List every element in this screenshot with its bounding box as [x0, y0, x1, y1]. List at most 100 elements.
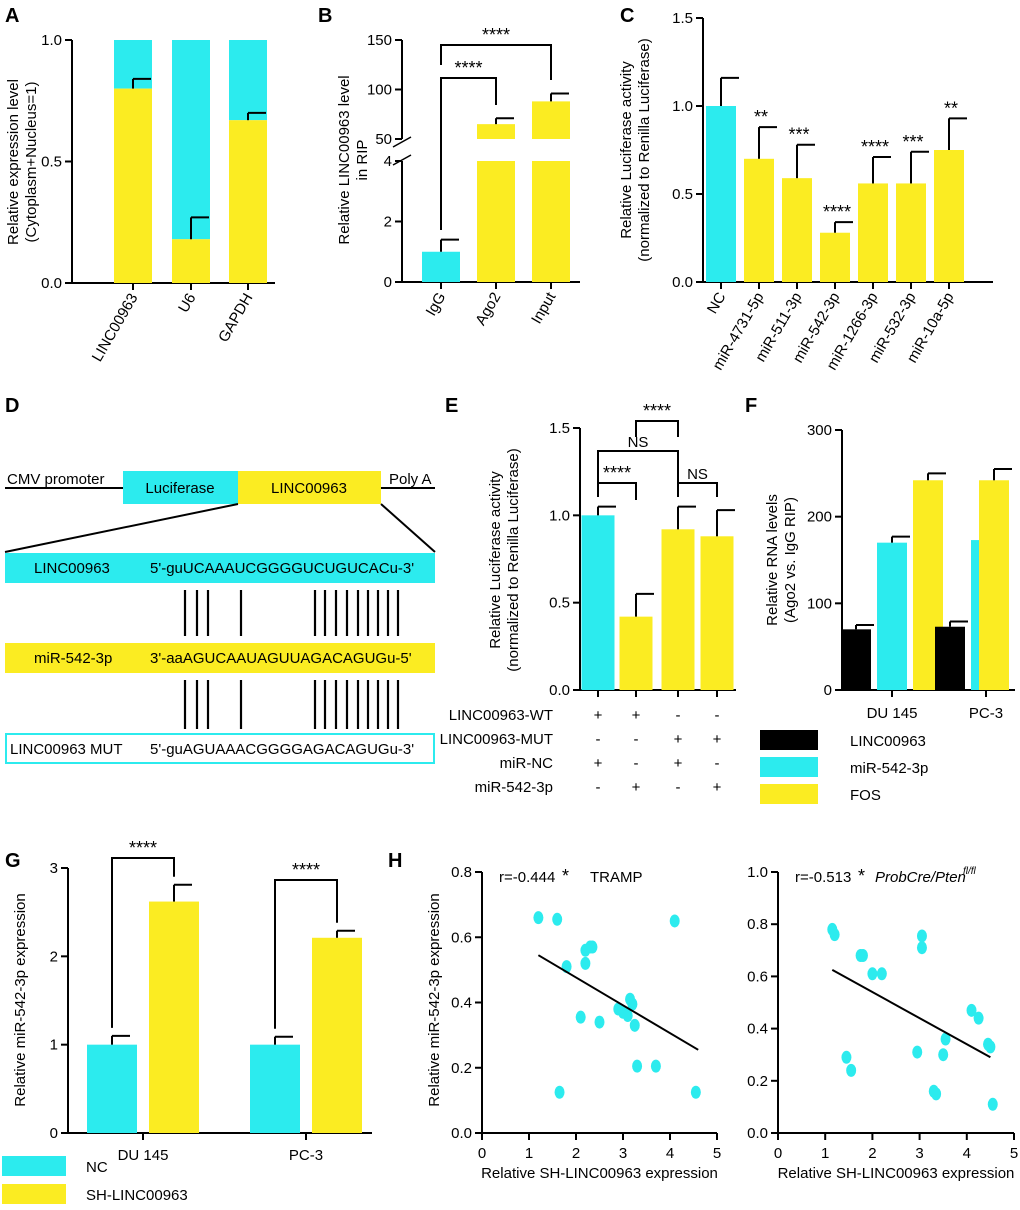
a-bar-cytoplasm-1: [172, 239, 210, 283]
f-legend-label-0: LINC00963: [850, 733, 926, 750]
h-right-title-sup: fl/fl: [963, 866, 977, 877]
h-right-xtick-label-3: 3: [915, 1145, 923, 1162]
h-right-ytick-label-1: 0.2: [747, 1073, 768, 1090]
e-design-sign-3-2: -: [676, 779, 681, 796]
h-left-ytick-label-2: 0.4: [451, 995, 472, 1012]
wt-sequence: 5'-guUCAAAUCGGGGUCUGUCACu-3': [150, 560, 414, 577]
h-left-fit-line: [537, 954, 699, 1051]
h-right-fit-line: [831, 968, 991, 1059]
mut-sequence-box: [5, 733, 435, 764]
b-ylabel-1: in RIP: [354, 140, 371, 181]
h-left-xtick-label-2: 2: [572, 1145, 580, 1162]
c-star-3: ****: [823, 202, 851, 222]
e-design-sign-2-2: +: [674, 755, 683, 772]
e-ytick-label-0: 0.0: [549, 682, 570, 699]
h-left-ytick-label-0: 0.0: [451, 1125, 472, 1142]
b-ytick-up-label-2: 150: [367, 32, 392, 49]
e-bar-1: [619, 616, 653, 690]
h-left-xlabel: Relative SH-LINC00963 expression: [481, 1165, 718, 1182]
e-design-label-2: miR-NC: [500, 755, 553, 772]
f-legend-label-1: miR-542-3p: [850, 760, 928, 777]
h-left-xtick-label-1: 1: [525, 1145, 533, 1162]
c-star-6: **: [944, 98, 958, 118]
e-sig-1-label: NS: [628, 434, 649, 451]
h-left-point-14: [629, 1018, 640, 1032]
h-left-point-19: [554, 1085, 565, 1099]
h-left-xtick-label-3: 3: [619, 1145, 627, 1162]
h-left-point-7: [587, 940, 598, 954]
h-left-point-17: [669, 914, 680, 928]
a-ytick-label-2: 1.0: [41, 32, 62, 49]
e-design-sign-0-0: +: [594, 707, 603, 724]
h-right-xtick-label-2: 2: [868, 1145, 876, 1162]
g-legend-swatch-1: [2, 1184, 66, 1204]
b-ytick-low-label-1: 2: [384, 214, 392, 231]
e-design-sign-2-1: -: [634, 755, 639, 772]
b-ytick-low-label-2: 4: [384, 153, 392, 170]
g-bar-0-1: [149, 901, 199, 1133]
g-legend-label-0: NC: [86, 1159, 108, 1176]
b-ytick-up-label-0: 50: [375, 131, 392, 148]
f-legend-label-2: FOS: [850, 787, 881, 804]
e-sig-3-bracket: [677, 482, 718, 497]
c-bar-0: [706, 106, 736, 282]
e-bar-3: [700, 536, 734, 690]
h-left-point-13: [627, 997, 638, 1011]
h-right-point-1: [829, 928, 840, 942]
h-left-xtick-label-4: 4: [666, 1145, 674, 1162]
h-left-title: TRAMP: [590, 869, 643, 886]
b-xtick-label-0: IgG: [423, 290, 450, 319]
e-design-sign-1-2: +: [674, 731, 683, 748]
a-bar-cytoplasm-0: [114, 88, 152, 283]
pairing-lines-upper: [183, 590, 400, 636]
panel-letter-f: F: [745, 395, 757, 417]
f-bar-1-2: [979, 480, 1009, 690]
c-xtick-label-0: NC: [704, 289, 730, 316]
h-left-xtick-label-5: 5: [713, 1145, 721, 1162]
e-design-sign-3-1: +: [632, 779, 641, 796]
a-xtick-label-2: GAPDH: [215, 291, 256, 346]
b-sig-0-label: ****: [454, 58, 482, 78]
c-star-5: ***: [902, 132, 923, 152]
c-bar-2: [782, 178, 812, 282]
h-left-point-15: [632, 1059, 643, 1073]
linc-box: [238, 471, 381, 504]
g-ytick-label-2: 2: [50, 948, 58, 965]
g-ytick-label-3: 3: [50, 860, 58, 877]
f-ytick-label-0: 0: [824, 682, 832, 699]
b-xtick-label-1: Ago2: [472, 290, 504, 329]
h-right-point-3: [846, 1063, 857, 1077]
panel-letter-h: H: [388, 850, 402, 872]
e-design-sign-2-0: +: [594, 755, 603, 772]
g-ytick-label-0: 0: [50, 1125, 58, 1142]
e-design-sign-3-0: -: [596, 779, 601, 796]
c-star-1: **: [754, 107, 768, 127]
linc-box-label: LINC00963: [271, 480, 347, 497]
g-legend-label-1: SH-LINC00963: [86, 1187, 188, 1204]
e-design-sign-0-3: -: [715, 707, 720, 724]
luciferase-label: Luciferase: [145, 480, 214, 497]
e-design-label-3: miR-542-3p: [475, 779, 553, 796]
e-ylabel-0: Relative Luciferase activity: [487, 471, 504, 649]
h-left-ylabel-0: Relative miR-542-3p expression: [426, 893, 443, 1106]
c-bar-5: [896, 183, 926, 282]
h-left-xtick-label-0: 0: [478, 1145, 486, 1162]
h-right-xtick-label-0: 0: [774, 1145, 782, 1162]
c-ytick-label-1: 0.5: [672, 186, 693, 203]
h-left-point-16: [650, 1059, 661, 1073]
wt-sequence-bar: [5, 553, 435, 583]
a-ylabel-1: (Cytoplasm+Nucleus=1): [23, 82, 40, 243]
h-right-point-7: [876, 967, 887, 981]
c-bar-3: [820, 232, 850, 282]
mut-sequence: 5'-guAGUAAACGGGGAGACAGUGu-3': [150, 741, 414, 758]
f-legend-swatch-0: [760, 730, 818, 750]
b-ytick-low-label-0: 0: [384, 274, 392, 291]
c-ylabel-0: Relative Luciferase activity: [618, 61, 635, 239]
mut-label: LINC00963 MUT: [10, 741, 123, 758]
h-left-point-3: [575, 1010, 586, 1024]
e-bar-2: [661, 529, 695, 690]
f-legend-swatch-1: [760, 757, 818, 777]
c-star-2: ***: [788, 125, 809, 145]
panel-letter-g: G: [5, 850, 21, 872]
g-sig-0-bracket: [111, 857, 175, 1028]
